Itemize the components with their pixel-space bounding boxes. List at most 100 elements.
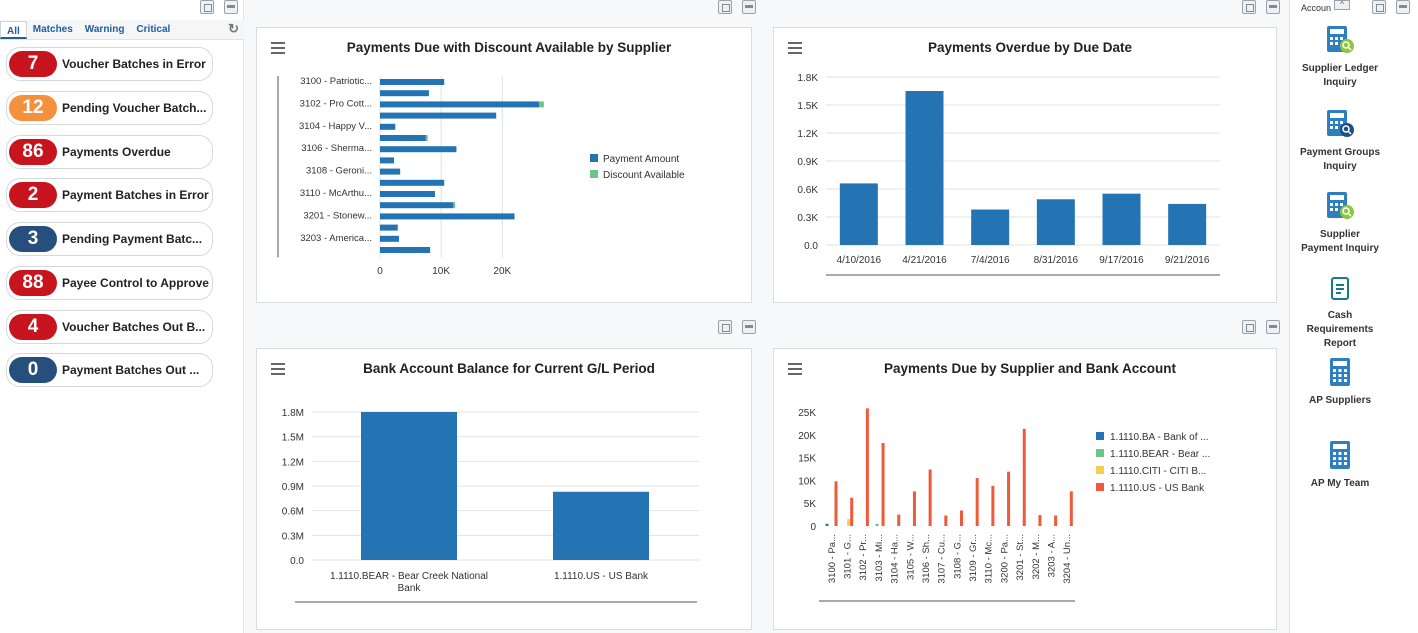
- y-tick-label: 1.5K: [797, 101, 818, 112]
- panel-settings-icon[interactable]: [224, 0, 238, 14]
- kpi-item[interactable]: 4 Voucher Batches Out B...: [6, 310, 213, 344]
- kpi-label: Voucher Batches in Error: [62, 57, 206, 71]
- x-tick-label: 7/4/2016: [971, 255, 1010, 266]
- y-tick-label: 0.0: [290, 556, 304, 567]
- kpi-item[interactable]: 86 Payments Overdue: [6, 135, 213, 169]
- calculator-search-icon: [1327, 110, 1354, 137]
- tile-payment-groups-inquiry[interactable]: Payment Groups Inquiry: [1290, 108, 1390, 174]
- bar: [975, 478, 979, 526]
- tile-label: Cash: [1327, 310, 1353, 321]
- alerts-panel: All Matches Warning Critical ↻ 7 Voucher …: [0, 0, 244, 633]
- kpi-item[interactable]: 88 Payee Control to Approve: [6, 266, 213, 300]
- maximize-icon[interactable]: [1242, 320, 1256, 334]
- panel-toolbar: [1242, 0, 1280, 18]
- bar: [991, 485, 995, 526]
- y-tick-label: 0.3K: [797, 213, 818, 224]
- panel-settings-icon[interactable]: [742, 0, 756, 14]
- y-tick-label: 0.0: [804, 241, 818, 252]
- bar-discount-available: [539, 101, 544, 108]
- bar: [875, 523, 879, 526]
- maximize-icon[interactable]: [1372, 0, 1386, 14]
- tile-ap-suppliers[interactable]: AP Suppliers: [1290, 356, 1390, 408]
- kpi-count: 0: [9, 357, 57, 383]
- menu-icon[interactable]: [271, 363, 285, 375]
- y-tick-label: 3100 - Patriotic...: [300, 76, 372, 87]
- x-tick-label: 1.1110.BEAR - Bear Creek National Bank: [330, 571, 488, 594]
- bar: [971, 209, 1010, 245]
- bar-discount-available: [453, 202, 456, 209]
- x-tick-label: 3109 - Gr...: [968, 534, 979, 582]
- tile-cash-requirements-report[interactable]: Cash Requirements Report: [1290, 275, 1390, 349]
- bar-payment-amount: [380, 191, 436, 197]
- bar-payment-amount: [380, 79, 445, 85]
- bar: [944, 515, 948, 526]
- tab-matches[interactable]: Matches: [32, 24, 73, 35]
- bar: [928, 469, 932, 526]
- legend-swatch: [1096, 483, 1104, 491]
- panel-toolbar: [718, 320, 756, 338]
- maximize-icon[interactable]: [1242, 0, 1256, 14]
- bar: [905, 91, 944, 245]
- bar-payment-amount: [380, 135, 426, 141]
- bar: [1038, 515, 1042, 526]
- kpi-label: Voucher Batches Out B...: [62, 320, 206, 334]
- x-tick-label-line: Bank: [398, 583, 422, 594]
- y-tick-label: 1.2K: [797, 129, 818, 140]
- bar-payment-amount: [380, 213, 515, 220]
- panel-settings-icon[interactable]: [1266, 320, 1280, 334]
- tab-all[interactable]: All: [0, 21, 27, 39]
- discount-chart: 0 10K 20K 3100 - Patriotic... 3102 - Pro Cot…: [277, 76, 685, 277]
- tile-label: Inquiry: [1323, 161, 1357, 172]
- x-tick-label: 9/21/2016: [1165, 255, 1210, 266]
- menu-icon[interactable]: [271, 42, 285, 54]
- y-tick-label: 1.8M: [282, 408, 304, 419]
- tile-supplier-payment-inquiry[interactable]: Supplier Payment Inquiry: [1290, 190, 1390, 256]
- tile-supplier-ledger-inquiry[interactable]: Supplier Ledger Inquiry: [1290, 24, 1390, 90]
- left-panel-toolbar: [200, 0, 238, 18]
- bar: [1168, 203, 1207, 245]
- bar: [1054, 515, 1058, 526]
- collapse-icon[interactable]: ^: [1334, 0, 1350, 10]
- calculator-search-icon: [1327, 192, 1354, 219]
- tile-label: Supplier Ledger: [1301, 63, 1379, 74]
- calculator-icon: [1330, 441, 1350, 469]
- supplier-bank-chart: 0 5K 10K 15K 20K 25K 3100 - Pa... 3101 - G... 31…: [798, 408, 1210, 602]
- bar: [881, 443, 885, 526]
- springboard-panel: Accoun ^ Supplier Ledger Inquiry Payment…: [1289, 0, 1418, 633]
- bar: [1069, 491, 1073, 526]
- supplier-bank-chart-panel: Payments Due by Supplier and Bank Accoun…: [773, 348, 1277, 630]
- kpi-label: Payment Batches in Error: [62, 188, 209, 202]
- bar: [897, 514, 901, 526]
- calculator-search-icon: [1327, 26, 1354, 53]
- maximize-icon[interactable]: [718, 0, 732, 14]
- kpi-item[interactable]: 2 Payment Batches in Error: [6, 178, 213, 212]
- menu-icon[interactable]: [788, 363, 802, 375]
- x-tick-label: 3201 - St...: [1015, 534, 1026, 580]
- kpi-item[interactable]: 7 Voucher Batches in Error: [6, 47, 213, 81]
- bar-payment-amount: [380, 112, 497, 119]
- refresh-icon[interactable]: ↻: [228, 21, 239, 36]
- kpi-item[interactable]: 12 Pending Voucher Batch...: [6, 91, 213, 125]
- tile-label: Requirements: [1306, 324, 1374, 335]
- maximize-icon[interactable]: [200, 0, 214, 14]
- kpi-item[interactable]: 3 Pending Payment Batc...: [6, 222, 213, 256]
- legend-label: Payment Amount: [603, 154, 679, 165]
- tile-label: AP My Team: [1310, 478, 1370, 489]
- y-tick-label: 3110 - McArthu...: [300, 188, 372, 199]
- tab-warning[interactable]: Warning: [84, 24, 125, 35]
- overdue-chart-panel: Payments Overdue by Due Date 0.0 0.3K 0.6K…: [773, 27, 1277, 303]
- panel-settings-icon[interactable]: [1396, 0, 1410, 14]
- panel-settings-icon[interactable]: [742, 320, 756, 334]
- x-tick-label: 1.1110.US - US Bank: [554, 571, 649, 582]
- tab-critical[interactable]: Critical: [136, 24, 171, 35]
- legend-label: 1.1110.US - US Bank: [1110, 483, 1205, 494]
- tile-ap-my-team[interactable]: AP My Team: [1290, 439, 1390, 491]
- springboard-header: Accoun: [1301, 3, 1332, 13]
- panel-settings-icon[interactable]: [1266, 0, 1280, 14]
- menu-icon[interactable]: [788, 42, 802, 54]
- kpi-item[interactable]: 0 Payment Batches Out ...: [6, 353, 213, 387]
- x-tick-label: 3106 - Sh...: [921, 534, 932, 583]
- x-tick-label: 4/10/2016: [837, 255, 882, 266]
- bar-payment-amount: [380, 168, 401, 175]
- maximize-icon[interactable]: [718, 320, 732, 334]
